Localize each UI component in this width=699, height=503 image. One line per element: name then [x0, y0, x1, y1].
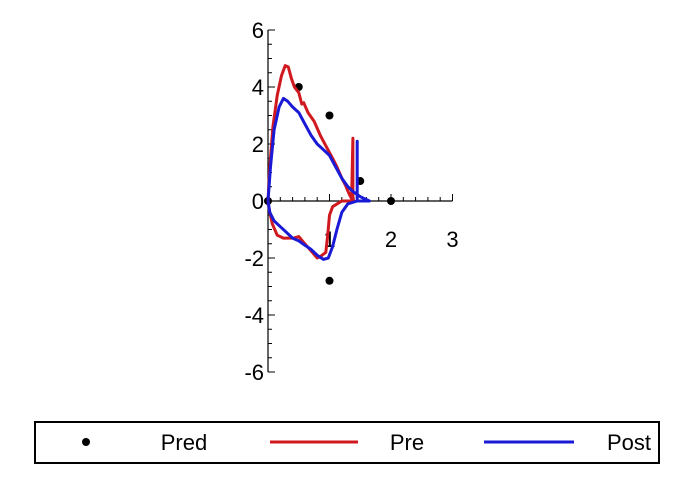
- post-line: [266, 96, 371, 261]
- legend-label-post: Post: [607, 430, 651, 455]
- y-tick-label: -6: [244, 360, 264, 385]
- pre-line: [266, 64, 356, 260]
- y-tick-label: -4: [244, 303, 264, 328]
- pred-point: [387, 197, 395, 205]
- pred-point: [325, 276, 334, 285]
- legend-marker-pred: [82, 438, 90, 446]
- legend: Pred Pre Post: [34, 421, 660, 464]
- series-layer: [264, 64, 395, 285]
- y-tick-label: -2: [244, 246, 264, 271]
- x-tick-label: 2: [385, 227, 397, 252]
- pred-point: [325, 111, 334, 120]
- y-tick-label: 0: [252, 189, 264, 214]
- x-tick-label: 3: [446, 227, 458, 252]
- legend-label-pre: Pre: [390, 430, 424, 455]
- y-tick-label: 2: [252, 132, 264, 157]
- y-tick-label: 4: [252, 75, 264, 100]
- y-tick-label: 6: [252, 18, 264, 43]
- legend-label-pred: Pred: [161, 430, 207, 455]
